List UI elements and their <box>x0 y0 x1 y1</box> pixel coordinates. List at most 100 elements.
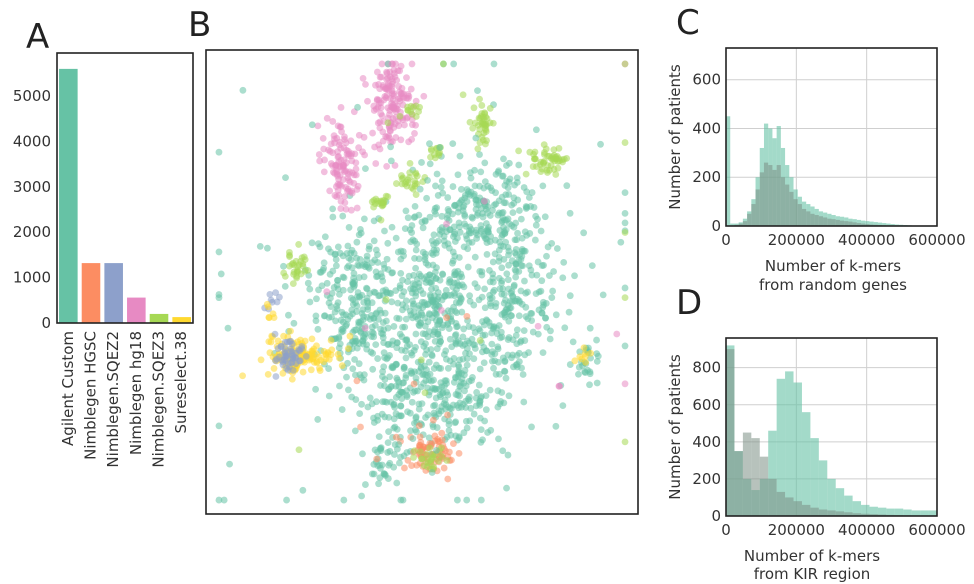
scatter-point <box>396 459 403 467</box>
scatter-point <box>443 457 451 464</box>
scatter-point <box>393 76 401 84</box>
scatter-point <box>342 205 350 213</box>
scatter-point <box>477 168 485 176</box>
scatter-point <box>438 429 446 437</box>
scatter-point <box>495 167 503 175</box>
scatter-point <box>389 269 397 276</box>
scatter-point <box>407 102 415 110</box>
scatter-point <box>350 270 358 277</box>
panel-c-xlabel-line1: Number of k-mers <box>765 257 901 275</box>
scatter-point <box>263 300 271 308</box>
scatter-point <box>473 388 481 396</box>
scatter-point <box>524 315 532 323</box>
scatter-point <box>479 213 487 221</box>
scatter-point <box>337 205 345 212</box>
scatter-point <box>543 323 551 331</box>
scatter-point <box>370 288 378 296</box>
scatter-point <box>505 392 513 400</box>
scatter-point <box>281 282 289 290</box>
scatter-point <box>499 172 507 180</box>
scatter-point <box>431 268 439 276</box>
scatter-point <box>392 410 400 418</box>
hist-bar-series-0 <box>785 371 794 516</box>
scatter-point <box>498 277 506 285</box>
hist-bar-series-1 <box>793 199 798 226</box>
hist-bar-series-0 <box>869 506 878 516</box>
scatter-point <box>444 411 451 419</box>
scatter-point <box>450 354 458 362</box>
scatter-point <box>423 450 431 458</box>
scatter-point <box>454 337 462 344</box>
hist-bar-series-1 <box>844 221 849 226</box>
scatter-point <box>504 215 512 223</box>
scatter-point <box>532 126 540 134</box>
scatter-point <box>408 184 416 192</box>
scatter-point <box>404 456 412 464</box>
scatter-point <box>532 212 540 220</box>
scatter-point <box>329 213 337 221</box>
y-tick-label: 0 <box>41 314 51 332</box>
scatter-point <box>503 178 510 185</box>
scatter-point <box>463 361 471 369</box>
scatter-point <box>375 480 382 488</box>
scatter-point <box>384 324 392 332</box>
scatter-point <box>403 114 411 122</box>
scatter-point <box>388 223 396 231</box>
scatter-point <box>412 191 420 199</box>
scatter-point <box>327 248 335 256</box>
scatter-point <box>477 438 485 446</box>
scatter-point <box>436 144 444 151</box>
scatter-point <box>426 160 434 168</box>
scatter-point <box>357 329 365 336</box>
scatter-point <box>621 438 629 446</box>
panel-a-letter: A <box>26 17 49 57</box>
scatter-point <box>387 383 395 391</box>
scatter-point <box>515 349 523 357</box>
scatter-point <box>272 289 280 296</box>
hist-bar-series-1 <box>759 456 769 516</box>
scatter-point <box>621 139 629 146</box>
scatter-point <box>444 364 452 372</box>
scatter-point <box>458 273 466 281</box>
scatter-point <box>215 148 223 156</box>
scatter-point <box>391 162 399 169</box>
scatter-point <box>390 463 398 471</box>
scatter-point <box>435 407 443 415</box>
scatter-point <box>430 231 438 239</box>
scatter-point <box>360 371 368 379</box>
scatter-point <box>352 171 360 179</box>
scatter-point <box>281 353 289 360</box>
scatter-point <box>566 292 574 300</box>
scatter-point <box>521 228 529 236</box>
scatter-point <box>395 441 403 448</box>
panel-d-letter: D <box>676 283 702 323</box>
scatter-point <box>308 335 316 343</box>
scatter-point <box>426 140 433 148</box>
bar-0 <box>59 68 78 323</box>
scatter-point <box>489 258 497 266</box>
scatter-point <box>476 414 484 422</box>
scatter-point <box>417 286 425 294</box>
scatter-point <box>470 355 478 363</box>
scatter-point <box>553 245 561 252</box>
scatter-point <box>396 88 403 96</box>
scatter-point <box>312 317 320 325</box>
scatter-point <box>412 246 420 254</box>
scatter-point <box>484 429 491 436</box>
hist-bar-series-0 <box>776 378 786 516</box>
hist-bar-series-1 <box>768 478 777 516</box>
scatter-point <box>341 193 349 201</box>
scatter-point <box>220 496 228 504</box>
scatter-point <box>515 147 523 155</box>
scatter-point <box>347 137 355 145</box>
scatter-point <box>552 171 560 178</box>
panel-c-xlabel-line2: from random genes <box>759 276 907 294</box>
scatter-point <box>374 251 381 258</box>
scatter-point <box>383 162 391 170</box>
scatter-point <box>375 315 382 323</box>
scatter-point <box>498 290 506 298</box>
scatter-point <box>545 152 553 160</box>
scatter-point <box>327 336 335 344</box>
scatter-point <box>455 404 462 412</box>
scatter-point <box>387 138 395 146</box>
